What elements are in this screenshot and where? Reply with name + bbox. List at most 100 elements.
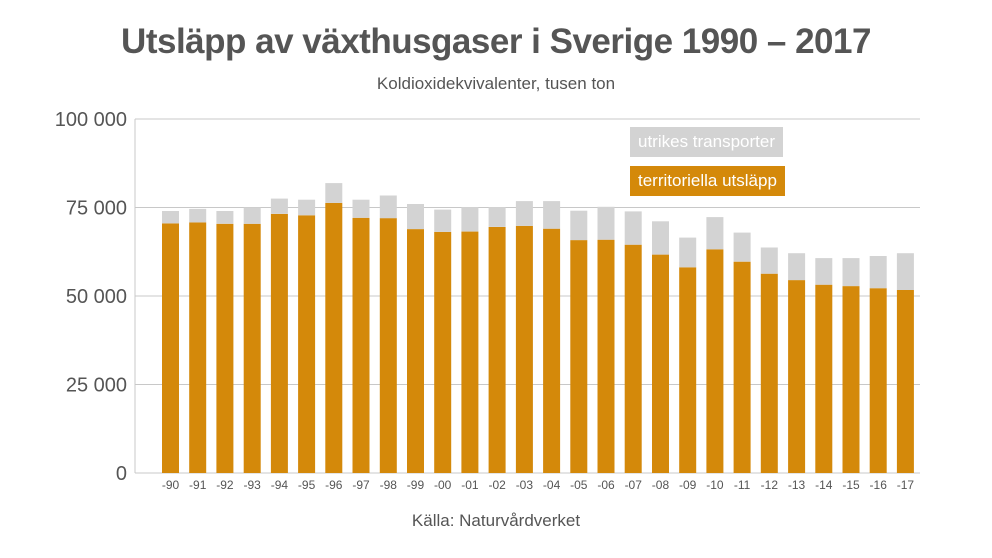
bar-international <box>733 232 751 262</box>
bar-international <box>461 207 479 232</box>
bar-territorial <box>679 267 697 473</box>
y-tick-label: 25 000 <box>66 375 127 397</box>
y-axis-labels: 0 25 000 50 000 75 000 100 000 <box>55 109 127 485</box>
x-tick-label: -17 <box>897 478 915 492</box>
bar-territorial <box>243 223 261 473</box>
chart-subtitle: Koldioxidekvivalenter, tusen ton <box>376 74 616 93</box>
chart-title: Utsläpp av växthusgaser i Sverige 1990 –… <box>121 22 871 61</box>
bar-territorial <box>162 223 179 473</box>
y-tick-label: 50 000 <box>66 286 127 308</box>
bar-territorial <box>515 225 533 473</box>
bar-international <box>434 209 452 232</box>
bar-international <box>379 195 397 219</box>
bar-international <box>842 258 860 287</box>
x-tick-label: -93 <box>243 478 261 492</box>
bar-territorial <box>896 290 914 473</box>
x-tick-label: -98 <box>380 478 398 492</box>
legend-label-territoriella-utslapp: territoriella utsläpp <box>638 171 777 190</box>
bar-international <box>162 211 179 224</box>
x-tick-label: -99 <box>407 478 425 492</box>
bar-territorial <box>760 273 778 473</box>
bar-international <box>788 253 806 281</box>
bar-territorial <box>869 288 887 473</box>
bar-international <box>325 183 343 203</box>
bar-international <box>515 201 533 226</box>
bar-territorial <box>543 228 561 473</box>
x-tick-label: -12 <box>761 478 779 492</box>
bar-territorial <box>325 202 343 473</box>
bar-territorial <box>488 227 506 473</box>
x-tick-label: -94 <box>271 478 289 492</box>
bar-international <box>407 204 424 230</box>
x-axis-labels: -90 -91 -92 -93 -94 -95 -96 -97 -98 -99 -00 -01 -02-… <box>162 478 915 492</box>
x-tick-label: -13 <box>788 478 806 492</box>
bar-territorial <box>379 218 397 473</box>
x-tick-label: -05 <box>570 478 588 492</box>
x-tick-label: -91 <box>189 478 207 492</box>
bar-international <box>706 217 724 250</box>
bar-international <box>597 206 615 240</box>
bar-territorial <box>216 223 234 473</box>
bar-international <box>488 207 506 227</box>
bar-territorial <box>570 240 588 473</box>
x-tick-label: -03 <box>516 478 534 492</box>
legend-item-utrikes-transporter: utrikes transporter <box>630 127 783 157</box>
bar-territorial <box>461 231 479 473</box>
x-tick-label: -00 <box>434 478 452 492</box>
x-tick-label: -08 <box>652 478 670 492</box>
y-tick-label: 75 000 <box>66 198 127 220</box>
bar-territorial <box>733 261 751 473</box>
bar-international <box>216 211 234 224</box>
bar-territorial <box>352 217 370 473</box>
bar-territorial <box>706 249 724 473</box>
x-tick-label: -97 <box>352 478 370 492</box>
x-tick-label: -06 <box>597 478 615 492</box>
y-tick-label: 0 <box>116 463 127 485</box>
x-tick-label: -11 <box>734 478 751 492</box>
bar-territorial <box>407 229 424 473</box>
y-tick-label: 100 000 <box>55 109 127 131</box>
bar-international <box>760 247 778 274</box>
source-note: Källa: Naturvårdverket <box>411 511 581 530</box>
bar-international <box>679 237 697 268</box>
bar-international <box>815 258 833 285</box>
x-tick-label: -16 <box>870 478 888 492</box>
x-tick-label: -90 <box>162 478 180 492</box>
bar-international <box>352 199 370 218</box>
bar-international <box>624 211 642 245</box>
x-tick-label: -95 <box>298 478 316 492</box>
x-tick-label: -07 <box>625 478 643 492</box>
x-tick-label: -15 <box>842 478 860 492</box>
x-tick-label: -14 <box>815 478 833 492</box>
bar-territorial <box>624 244 642 473</box>
x-tick-label: -92 <box>216 478 234 492</box>
bar-international <box>896 253 914 290</box>
bar-territorial <box>597 239 615 473</box>
bar-territorial <box>189 222 207 473</box>
bar-territorial <box>270 213 288 473</box>
x-tick-label: -09 <box>679 478 697 492</box>
bar-international <box>270 198 288 214</box>
bar-territorial <box>652 254 669 473</box>
bar-international <box>543 201 561 229</box>
bar-territorial <box>298 215 316 474</box>
bar-territorial <box>434 231 452 473</box>
bar-international <box>243 207 261 224</box>
bar-international <box>570 210 588 241</box>
bar-international <box>298 199 316 216</box>
bar-territorial <box>788 280 806 473</box>
bar-international <box>189 208 207 223</box>
legend-label-utrikes-transporter: utrikes transporter <box>638 132 775 151</box>
bar-international <box>869 256 887 289</box>
x-tick-label: -96 <box>325 478 343 492</box>
x-tick-label: -01 <box>461 478 479 492</box>
x-tick-label: -02 <box>488 478 506 492</box>
bar-territorial <box>842 286 860 473</box>
legend-item-territoriella-utslapp: territoriella utsläpp <box>630 166 785 196</box>
bars <box>162 183 914 474</box>
x-tick-label: -10 <box>706 478 724 492</box>
bar-international <box>652 221 669 255</box>
x-tick-label: -04 <box>543 478 561 492</box>
bar-territorial <box>815 284 833 473</box>
